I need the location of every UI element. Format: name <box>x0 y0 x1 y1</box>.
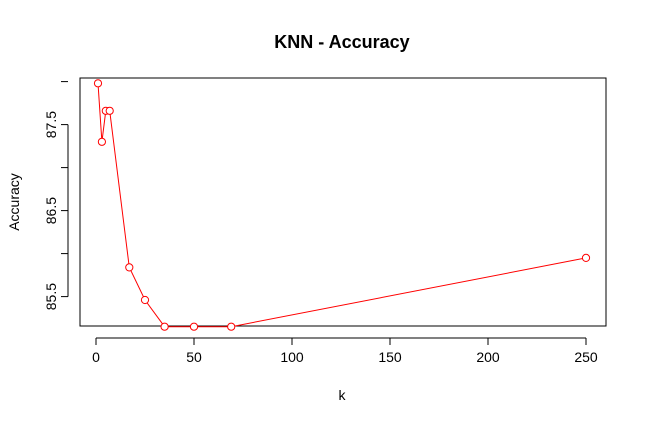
y-axis-label: Accuracy <box>6 173 22 231</box>
series-layer <box>93 79 591 331</box>
data-point <box>105 106 114 115</box>
data-point <box>125 263 134 272</box>
data-point <box>227 322 236 331</box>
data-point <box>97 137 107 146</box>
x-axis: 0 50 100 150 200 250 <box>92 337 598 365</box>
y-tick-label: 87.5 <box>43 111 59 138</box>
series-line <box>97 83 587 328</box>
chart-title: KNN - Accuracy <box>274 32 409 52</box>
data-point <box>189 322 199 331</box>
data-point <box>140 295 150 305</box>
x-tick-label: 50 <box>186 349 202 365</box>
x-tick-label: 150 <box>378 349 402 365</box>
x-tick-label: 200 <box>476 349 500 365</box>
y-tick-label: 85.5 <box>43 283 59 310</box>
x-tick-label: 250 <box>574 349 598 365</box>
x-tick-label: 100 <box>280 349 304 365</box>
x-axis-label: k <box>339 387 347 403</box>
data-point <box>160 322 169 331</box>
y-tick-label: 86.5 <box>43 197 59 224</box>
plot-frame <box>79 77 607 327</box>
data-point <box>581 253 591 262</box>
y-axis: 85.5 86.5 87.5 <box>43 81 69 310</box>
data-point <box>93 79 103 88</box>
x-tick-label: 0 <box>92 349 100 365</box>
